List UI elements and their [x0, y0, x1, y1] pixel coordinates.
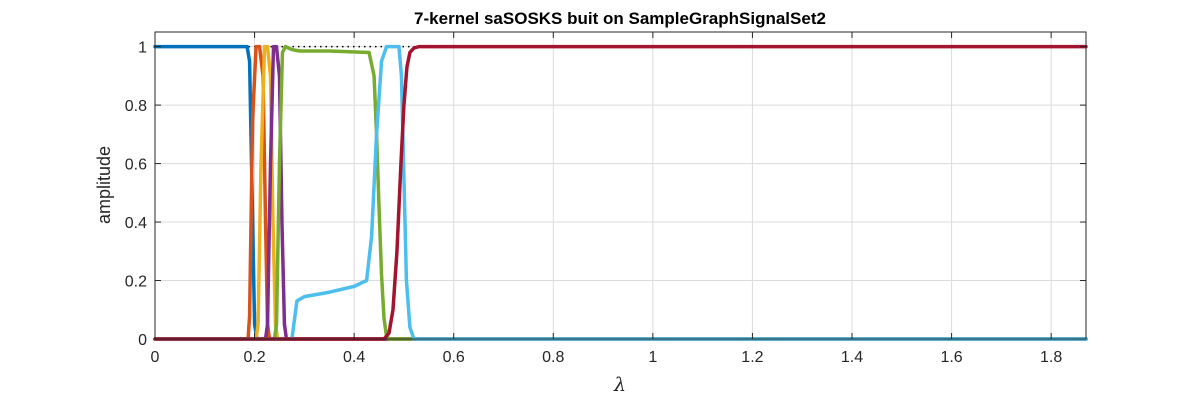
- series-line-5: [153, 44, 1088, 341]
- y-axis-ticks: 0 0.2 0.4 0.6 0.8 1: [125, 40, 1086, 349]
- series-line-6: [153, 44, 1088, 341]
- series-line-7: [153, 44, 1088, 341]
- y-tick-label: 0.8: [125, 98, 147, 115]
- series-line-3: [153, 44, 1088, 341]
- y-tick-label: 1: [138, 40, 147, 57]
- chart-title: 7-kernel saSOSKS buit on SampleGraphSign…: [414, 9, 826, 28]
- x-tick-label: 1.4: [841, 349, 863, 366]
- x-tick-label: 0.4: [343, 349, 365, 366]
- series-line-2: [153, 44, 1088, 341]
- grid: [154, 32, 1086, 340]
- y-tick-label: 0.4: [125, 215, 147, 232]
- x-tick-label: 0.8: [542, 349, 564, 366]
- x-tick-label: 0.2: [243, 349, 265, 366]
- x-axis-label: λ: [613, 374, 626, 396]
- x-tick-label: 0: [151, 349, 160, 366]
- y-tick-label: 0.2: [125, 274, 147, 291]
- series-line-1: [153, 44, 1088, 341]
- x-axis-ticks: 0 0.2 0.4 0.6 0.8 1 1.2 1.4 1.6 1.8: [151, 32, 1062, 366]
- series-layer: [153, 44, 1088, 341]
- x-tick-label: 1.2: [741, 349, 763, 366]
- y-tick-label: 0: [138, 332, 147, 349]
- series-line-4: [153, 44, 1088, 341]
- y-axis-label: amplitude: [94, 146, 114, 224]
- axes-frame: [154, 31, 1087, 340]
- x-tick-label: 1.6: [940, 349, 962, 366]
- x-tick-label: 1.8: [1040, 349, 1062, 366]
- y-tick-label: 0.6: [125, 157, 147, 174]
- x-tick-label: 0.6: [443, 349, 465, 366]
- x-tick-label: 1: [648, 349, 657, 366]
